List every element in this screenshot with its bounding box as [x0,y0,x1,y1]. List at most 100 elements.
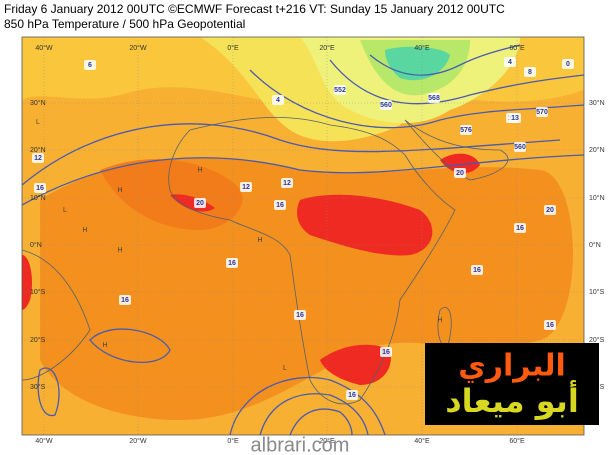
lat-label: 10°N [30,194,46,202]
pressure-marker: L [63,207,67,214]
lat-label: 20°S [589,336,605,344]
geopotential-contours [22,44,584,435]
watermark-box [425,343,599,425]
very-hot-zone [320,344,391,385]
very-hot-zone [22,255,33,310]
lat-label: 30°S [30,383,46,391]
contour-label: 16 [296,312,304,319]
pressure-marker: L [283,365,287,372]
pressure-marker: H [102,342,107,349]
contour-label-bg [281,178,293,188]
contour-label-bg [84,60,96,70]
contour-label: 16 [348,392,356,399]
contour-label: 560 [514,144,526,151]
map-frame [21,36,585,436]
pressure-marker: H [117,187,122,194]
lon-label: 20°E [319,437,335,445]
contour-label-bg [380,100,392,110]
contour-label: 4 [508,59,512,66]
contour-label: 16 [276,202,284,209]
lat-label: 20°N [589,146,605,154]
pressure-marker: H [257,237,262,244]
contour-label-bg [334,85,346,95]
lat-label: 10°S [589,288,605,296]
contour-label: 12 [34,155,42,162]
contour-label: 12 [242,184,250,191]
watermark-line-2: أبو ميعاد [445,380,579,420]
contour-label: 16 [382,349,390,356]
contour-label-bg [194,198,206,208]
contour-label-bg [471,265,483,275]
contour-label: 0 [566,61,570,68]
contour-label-bg [509,113,521,123]
lat-label: 30°N [30,99,46,107]
lat-label: 10°S [30,288,46,296]
contour-label-bg [119,295,131,305]
contour-label: 20 [546,207,554,214]
site-watermark: albrari.com [251,434,350,455]
contour-label-bg [346,390,358,400]
contour-label-bg [272,95,284,105]
contour-label: 16 [546,322,554,329]
pressure-marker: H [197,167,202,174]
lon-label: 40°W [35,437,53,445]
header-line-1: Friday 6 January 2012 00UTC ©ECMWF Forec… [4,2,505,16]
lon-label: 40°E [414,437,430,445]
pressure-marker: L [36,119,40,126]
contour-label: 16 [516,225,524,232]
lon-label: 0°E [227,44,239,52]
map-area: 6 4 0 4 12 8 552 560 568 576 570 560 13 12 16 12 20 16 20 1… [22,37,584,435]
coastlines [22,116,509,405]
contour-label-bg [514,223,526,233]
contour-label-bg [562,59,574,69]
contour-label-bg [380,347,392,357]
lat-label: 0°N [589,241,601,249]
contour-label: 552 [334,87,346,94]
lon-label: 40°W [35,44,53,52]
contour-label: 20 [456,170,464,177]
contour-label: 16 [121,297,129,304]
lat-label: 20°S [30,336,46,344]
contour-label-bg [544,205,556,215]
contour-label: 16 [36,185,44,192]
contour-label: 560 [380,102,392,109]
contour-label-bg [274,200,286,210]
lon-label: 20°W [129,44,147,52]
hot-zone [100,159,243,230]
lat-label: 10°N [589,194,605,202]
contour-label: 8 [528,69,532,76]
contour-label: 576 [460,127,472,134]
contour-label: 6 [88,62,92,69]
contour-label-bg [460,125,472,135]
lat-label: 0°N [30,241,42,249]
pressure-marker: H [117,247,122,254]
lon-label: 0°E [227,437,239,445]
lat-label: 20°N [30,146,46,154]
contour-label-bg [454,168,466,178]
lon-label: 20°W [129,437,147,445]
contour-label-bg [504,57,516,67]
contour-label: 4 [276,97,280,104]
contour-label-bg [536,107,548,117]
contour-label: 20 [196,200,204,207]
contour-label-bg [240,182,252,192]
lon-label: 20°E [319,44,335,52]
lon-label: 60°E [509,44,525,52]
contour-label-bg [524,67,536,77]
contour-label-bg [32,153,44,163]
contour-label-bg [294,310,306,320]
contour-label: 16 [228,260,236,267]
lat-label: 30°N [589,99,605,107]
very-hot-zone [440,153,480,174]
map-labels: 6 4 0 4 12 8 552 560 568 576 570 560 13 12 16 12 20 16 20 1… [32,57,574,400]
contour-label-bg [514,142,526,152]
pressure-marker: H [82,227,87,234]
contour-label-bg [428,93,440,103]
contour-label-bg [34,183,46,193]
very-hot-zone [297,194,433,256]
contour-label-bg [544,320,556,330]
watermark-line-1: البراري [458,349,566,384]
lon-label: 40°E [414,44,430,52]
